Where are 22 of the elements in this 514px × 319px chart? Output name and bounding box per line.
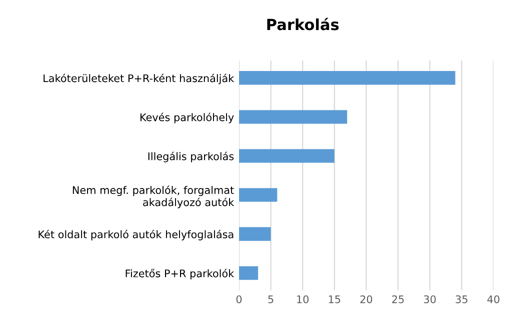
x-tick-label: 0: [236, 295, 242, 304]
y-tick-label: Lakóterületeket P+R-ként használják: [44, 74, 234, 84]
y-tick-label: Fizetős P+R parkolók: [126, 268, 234, 280]
x-tick-label: 40: [487, 295, 500, 304]
y-tick-label: Kevés parkolóhely: [140, 112, 234, 124]
bar: [239, 266, 258, 280]
x-tick-label: 20: [360, 295, 372, 304]
x-tick-label: 25: [392, 295, 404, 304]
y-tick-label: Illegális parkolás: [148, 152, 234, 162]
chart-title: Parkolás: [267, 18, 339, 30]
bar: [239, 110, 348, 124]
x-tick-label: 30: [424, 295, 436, 304]
bar: [239, 71, 456, 85]
bar: [239, 227, 271, 241]
bar: [239, 149, 334, 163]
x-tick-label: 10: [297, 295, 309, 304]
y-tick-label: Két oldalt parkoló autók helyfoglalása: [38, 230, 234, 240]
bar: [239, 188, 278, 202]
x-tick-label: 35: [456, 295, 468, 304]
x-tick-label: 5: [268, 295, 274, 304]
y-tick-label: Nem megf. parkolók, forgalmat akadályozó autók: [72, 186, 234, 208]
x-tick-label: 15: [328, 295, 340, 304]
